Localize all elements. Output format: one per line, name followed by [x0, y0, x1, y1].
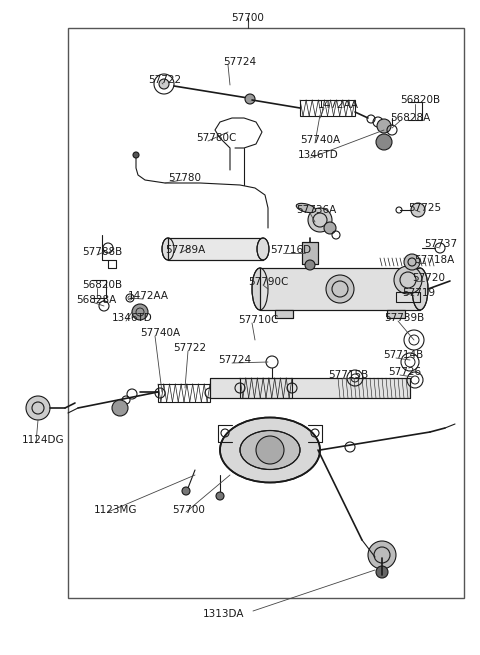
Text: 57722: 57722: [173, 343, 206, 353]
Text: 57715B: 57715B: [328, 370, 368, 380]
Circle shape: [404, 254, 420, 270]
Circle shape: [394, 266, 422, 294]
Circle shape: [376, 566, 388, 578]
Text: 57725: 57725: [408, 203, 441, 213]
Bar: [240, 378, 292, 398]
Text: 56828A: 56828A: [390, 113, 430, 123]
Text: 1472AA: 1472AA: [318, 100, 359, 110]
Bar: [302, 242, 318, 264]
Bar: [260, 268, 420, 310]
Circle shape: [132, 304, 148, 320]
Bar: [260, 268, 420, 310]
Text: 1346TD: 1346TD: [112, 313, 153, 323]
Bar: [300, 100, 355, 116]
Text: 1124DG: 1124DG: [22, 435, 65, 445]
Text: 57722: 57722: [148, 75, 181, 85]
Text: 56820B: 56820B: [400, 95, 440, 105]
Circle shape: [324, 222, 336, 234]
Bar: [275, 310, 293, 318]
Text: 56828A: 56828A: [76, 295, 116, 305]
Ellipse shape: [252, 268, 268, 310]
Bar: [158, 384, 210, 402]
Bar: [396, 292, 420, 302]
Circle shape: [182, 487, 190, 495]
Text: 57789A: 57789A: [165, 245, 205, 255]
Text: 57736A: 57736A: [296, 205, 336, 215]
Text: 57724: 57724: [223, 57, 256, 67]
Circle shape: [377, 119, 391, 133]
Text: 1346TD: 1346TD: [298, 150, 339, 160]
Text: 57737: 57737: [424, 239, 457, 249]
Text: 1313DA: 1313DA: [203, 609, 245, 619]
Ellipse shape: [412, 268, 428, 310]
Text: 1123MG: 1123MG: [94, 505, 137, 515]
Circle shape: [112, 400, 128, 416]
Text: 57780C: 57780C: [196, 133, 236, 143]
Circle shape: [133, 152, 139, 158]
Text: 57790C: 57790C: [248, 277, 288, 287]
Text: 57718A: 57718A: [414, 255, 454, 265]
Circle shape: [26, 396, 50, 420]
Text: 57714B: 57714B: [383, 350, 423, 360]
Ellipse shape: [220, 417, 320, 483]
Ellipse shape: [162, 238, 174, 260]
Circle shape: [216, 492, 224, 500]
Text: 57716D: 57716D: [270, 245, 311, 255]
Ellipse shape: [257, 238, 269, 260]
Text: 57724: 57724: [218, 355, 251, 365]
Circle shape: [305, 260, 315, 270]
Text: 56820B: 56820B: [82, 280, 122, 290]
Text: 57740A: 57740A: [300, 135, 340, 145]
Text: 1472AA: 1472AA: [128, 291, 169, 301]
Text: 57700: 57700: [231, 13, 264, 23]
Circle shape: [376, 134, 392, 150]
Circle shape: [159, 79, 169, 89]
Text: 57719: 57719: [402, 288, 435, 298]
Bar: [168, 238, 263, 260]
Circle shape: [245, 94, 255, 104]
Text: 57788B: 57788B: [82, 247, 122, 257]
Bar: [68, 28, 464, 598]
Ellipse shape: [296, 203, 316, 213]
Text: 57710C: 57710C: [238, 315, 278, 325]
Text: 57739B: 57739B: [384, 313, 424, 323]
Bar: [210, 378, 410, 398]
Circle shape: [368, 541, 396, 569]
Text: 57780: 57780: [168, 173, 201, 183]
Text: 57740A: 57740A: [140, 328, 180, 338]
Text: 57726: 57726: [388, 367, 421, 377]
Circle shape: [308, 208, 332, 232]
Ellipse shape: [240, 430, 300, 470]
Bar: [302, 242, 318, 264]
Text: 57720: 57720: [412, 273, 445, 283]
Text: 57700: 57700: [172, 505, 205, 515]
Bar: [387, 310, 405, 318]
Bar: [275, 310, 293, 318]
Circle shape: [326, 275, 354, 303]
Circle shape: [411, 203, 425, 217]
Bar: [387, 310, 405, 318]
Bar: [210, 378, 410, 398]
Circle shape: [256, 436, 284, 464]
Bar: [168, 238, 263, 260]
